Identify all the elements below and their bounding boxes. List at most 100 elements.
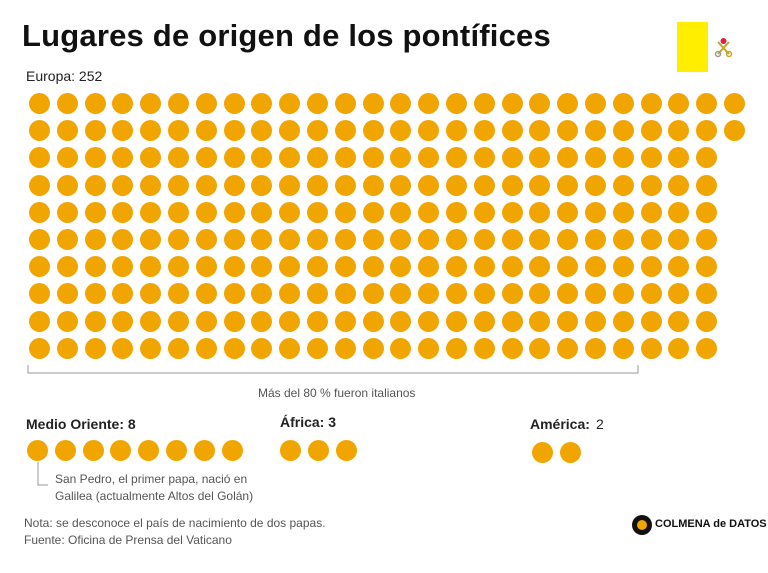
europa-dot (390, 310, 412, 332)
europa-dot (334, 283, 356, 305)
europa-dot (585, 174, 606, 196)
europa-dot (640, 229, 662, 250)
europa-dot (612, 93, 634, 114)
europa-dot (140, 337, 162, 359)
europa-dot (279, 93, 301, 114)
europa-dot (112, 174, 134, 196)
europa-dot (140, 310, 162, 332)
europa-dot (334, 93, 356, 114)
europa-dot (56, 310, 78, 332)
europa-dot (501, 283, 523, 305)
europa-dot (279, 229, 301, 250)
flag-yellow-band (677, 22, 708, 72)
europa-dot (307, 337, 328, 359)
europa-dot (168, 283, 189, 305)
europa-dot (418, 120, 440, 142)
logo-text: COLMENA de DATOS (655, 518, 767, 530)
europa-dot (140, 93, 162, 114)
america-dot (559, 442, 581, 463)
europa-dot (223, 310, 245, 332)
medio-oriente-dot (27, 440, 48, 461)
europa-dot (56, 283, 78, 305)
europa-dot (251, 310, 273, 332)
europa-dot (501, 229, 523, 250)
europa-dot (195, 283, 217, 305)
europa-dot (390, 147, 412, 169)
africa-dot (280, 440, 301, 461)
italians-bracket (27, 365, 639, 374)
europa-dot (501, 93, 523, 114)
europa-dot (29, 310, 50, 332)
europa-dot (307, 310, 328, 332)
europa-dot (307, 120, 328, 142)
europa-dot (112, 283, 134, 305)
europa-dot (362, 93, 384, 114)
europa-dot (390, 201, 412, 223)
europa-dot (612, 256, 634, 278)
europa-dot (501, 337, 523, 359)
europa-dot (390, 120, 412, 142)
europa-dot (640, 93, 662, 114)
europa-dot (501, 256, 523, 278)
europa-dot (140, 174, 162, 196)
europa-dot (84, 147, 106, 169)
europa-dot (362, 201, 384, 223)
europa-dot (279, 201, 301, 223)
europa-dot (696, 201, 718, 223)
europa-dot (696, 256, 718, 278)
europa-dot (473, 256, 495, 278)
europa-dot (390, 256, 412, 278)
europa-dot (168, 337, 189, 359)
europa-dot (195, 201, 217, 223)
europa-dot (56, 120, 78, 142)
europa-dot (362, 120, 384, 142)
europa-dot (557, 93, 579, 114)
europa-dot (668, 256, 690, 278)
europa-dot (446, 93, 467, 114)
europa-dot (668, 174, 690, 196)
europa-dot (29, 229, 50, 250)
europa-dot (279, 310, 301, 332)
europa-dot (223, 174, 245, 196)
europa-dot (195, 93, 217, 114)
europa-dot (390, 93, 412, 114)
europa-dot (195, 337, 217, 359)
europa-dot (334, 120, 356, 142)
europa-dot (696, 147, 718, 169)
europa-dot (446, 256, 467, 278)
footer-source: Fuente: Oficina de Prensa del Vaticano (24, 533, 232, 547)
europa-dot (696, 229, 718, 250)
europa-dot (640, 147, 662, 169)
europa-dot (251, 147, 273, 169)
europa-dot (362, 229, 384, 250)
europa-dot (195, 147, 217, 169)
africa-dot (307, 440, 329, 461)
europa-dot (473, 310, 495, 332)
europa-dot (195, 174, 217, 196)
europa-dot (307, 229, 328, 250)
europa-dot (56, 201, 78, 223)
europa-dot (473, 120, 495, 142)
europa-dot (168, 201, 189, 223)
medio-oriente-dot (138, 440, 160, 461)
europa-dot (418, 174, 440, 196)
europa-dot (29, 337, 50, 359)
europa-dot (362, 174, 384, 196)
europa-dot (168, 310, 189, 332)
europa-dot (362, 337, 384, 359)
europa-dot (195, 310, 217, 332)
europa-dot (529, 147, 551, 169)
europa-dot (473, 147, 495, 169)
europa-dot (307, 174, 328, 196)
europa-dot (195, 229, 217, 250)
europa-dot (251, 93, 273, 114)
europa-dot (696, 337, 718, 359)
europa-dot (418, 201, 440, 223)
europa-dot (473, 337, 495, 359)
europa-dot (557, 120, 579, 142)
europa-dot (56, 93, 78, 114)
europa-dot (640, 201, 662, 223)
europa-dot (501, 120, 523, 142)
europa-dot (168, 174, 189, 196)
europa-dot (585, 310, 606, 332)
